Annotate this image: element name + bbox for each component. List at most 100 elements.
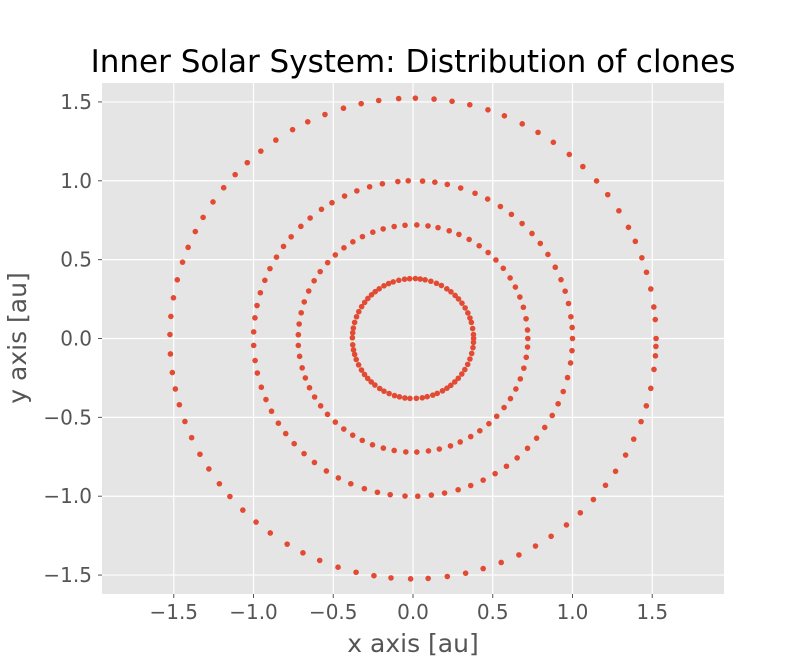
- data-point: [651, 366, 657, 373]
- data-point: [349, 330, 356, 336]
- data-point: [361, 485, 368, 492]
- data-point: [267, 530, 274, 536]
- y-tick-label: 1.5: [60, 90, 92, 114]
- data-point: [301, 299, 308, 305]
- data-point: [335, 564, 341, 570]
- data-point: [444, 385, 450, 391]
- data-point: [402, 222, 408, 229]
- x-tick-label: 0.5: [477, 600, 509, 624]
- data-point: [370, 229, 376, 235]
- data-point: [371, 572, 377, 579]
- data-point: [349, 432, 356, 438]
- data-point: [176, 401, 183, 408]
- data-point: [254, 370, 261, 376]
- data-point: [485, 107, 491, 113]
- data-point: [197, 451, 203, 458]
- data-point: [593, 178, 600, 184]
- data-point: [232, 171, 238, 178]
- data-point: [451, 379, 458, 385]
- data-point: [444, 181, 451, 188]
- data-point: [390, 279, 397, 285]
- data-point: [486, 420, 492, 427]
- data-point: [501, 404, 507, 411]
- data-point: [340, 105, 347, 112]
- data-point: [385, 280, 392, 287]
- data-point: [267, 265, 273, 272]
- data-point: [428, 492, 435, 498]
- data-point: [407, 395, 413, 402]
- data-point: [396, 277, 402, 284]
- data-point: [206, 466, 212, 472]
- data-point: [632, 238, 639, 245]
- data-point: [567, 360, 574, 366]
- data-point: [425, 448, 432, 454]
- data-point: [441, 490, 448, 496]
- data-point: [434, 390, 441, 397]
- data-point: [407, 576, 414, 582]
- data-point: [444, 573, 451, 580]
- data-point: [341, 193, 348, 199]
- data-point: [351, 319, 358, 326]
- data-point: [431, 96, 437, 102]
- data-point: [513, 386, 519, 392]
- data-point: [529, 230, 535, 237]
- data-point: [291, 440, 297, 447]
- data-point: [350, 325, 357, 331]
- data-point: [318, 206, 325, 213]
- data-point: [507, 395, 514, 402]
- data-point: [469, 325, 476, 332]
- axis-ticks: −1.5 −1.0 −0.5 0.0 0.5 1.0 1.5 1.5 1.0 0.5 0.0 −0.5…: [43, 90, 668, 624]
- data-point: [476, 242, 482, 249]
- data-point: [391, 392, 398, 399]
- data-point: [569, 347, 575, 354]
- data-point: [545, 251, 551, 258]
- data-point: [405, 177, 412, 184]
- x-tick-label: −0.5: [309, 600, 358, 624]
- data-point: [651, 304, 657, 310]
- data-point: [299, 365, 305, 371]
- data-point: [395, 178, 401, 185]
- data-point: [524, 344, 531, 350]
- x-tick-label: −1.0: [229, 600, 278, 624]
- data-point: [457, 185, 464, 191]
- data-point: [541, 424, 548, 431]
- data-point: [535, 129, 541, 136]
- data-point: [335, 475, 342, 481]
- data-point: [262, 277, 268, 284]
- data-point: [422, 277, 428, 283]
- data-point: [517, 294, 523, 300]
- data-point: [301, 450, 307, 457]
- data-point: [552, 264, 559, 271]
- data-point: [435, 224, 441, 231]
- data-point: [467, 433, 474, 440]
- data-point: [560, 388, 567, 395]
- data-point: [388, 575, 394, 581]
- data-point: [311, 277, 317, 284]
- data-point: [252, 315, 258, 321]
- x-axis-label: x axis [au]: [347, 629, 478, 658]
- data-point: [353, 356, 360, 363]
- data-point: [351, 351, 358, 358]
- data-point: [323, 468, 330, 474]
- data-point: [519, 121, 526, 127]
- data-point: [376, 385, 383, 392]
- data-point: [188, 434, 195, 441]
- data-point: [577, 509, 584, 516]
- data-point: [424, 393, 430, 400]
- data-point: [459, 371, 465, 377]
- y-axis-label: y axis [au]: [3, 272, 32, 403]
- data-point: [439, 388, 446, 394]
- data-point: [456, 231, 462, 238]
- data-point: [470, 344, 476, 351]
- data-point: [519, 220, 525, 227]
- data-point: [653, 343, 659, 350]
- data-point: [500, 265, 507, 272]
- data-point: [548, 533, 554, 540]
- chart-title: Inner Solar System: Distribution of clon…: [91, 44, 736, 80]
- data-point: [455, 296, 462, 302]
- data-point: [569, 324, 575, 331]
- data-point: [368, 292, 375, 298]
- data-point: [643, 269, 650, 276]
- data-point: [462, 366, 468, 373]
- data-point: [492, 470, 498, 477]
